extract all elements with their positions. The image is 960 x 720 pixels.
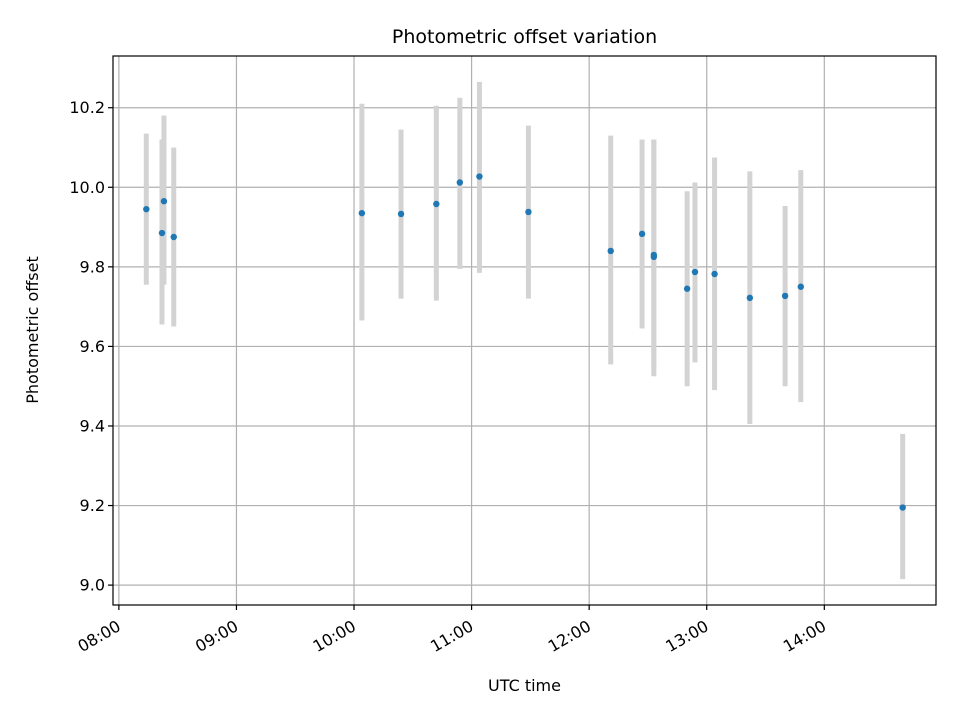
data-point [476, 173, 483, 180]
y-axis: 9.0 9.2 9.4 9.6 9.8 10.0 10.2 [69, 98, 113, 595]
plot-frame [112, 55, 937, 606]
data-point [160, 198, 168, 205]
data-point [143, 205, 150, 213]
data-point [711, 270, 718, 278]
data-point [638, 230, 646, 238]
y-tick-label: 10.2 [69, 98, 105, 117]
y-tick-label: 9.4 [80, 416, 105, 435]
data-point [525, 208, 532, 216]
data-point [746, 294, 754, 302]
data-point [797, 283, 804, 290]
data-point [397, 210, 405, 218]
data-point [170, 233, 177, 241]
data-point [358, 209, 366, 217]
grid [113, 56, 936, 605]
y-axis-label: Photometric offset [23, 256, 42, 404]
x-axis-label: UTC time [488, 676, 561, 695]
data-point [899, 504, 906, 511]
data-points [143, 173, 906, 511]
data-point [650, 251, 658, 259]
data-point [158, 229, 166, 237]
y-tick-label: 9.8 [80, 257, 105, 276]
y-tick-label: 9.2 [80, 496, 105, 515]
data-point [433, 200, 440, 208]
data-point [456, 179, 464, 186]
data-point [607, 247, 614, 255]
y-tick-label: 9.0 [80, 576, 105, 595]
data-point [683, 285, 691, 292]
data-point [781, 292, 789, 300]
data-point [691, 268, 699, 276]
y-tick-label: 10.0 [69, 178, 105, 197]
chart-title: Photometric offset variation [392, 26, 657, 48]
y-tick-label: 9.6 [80, 337, 105, 356]
